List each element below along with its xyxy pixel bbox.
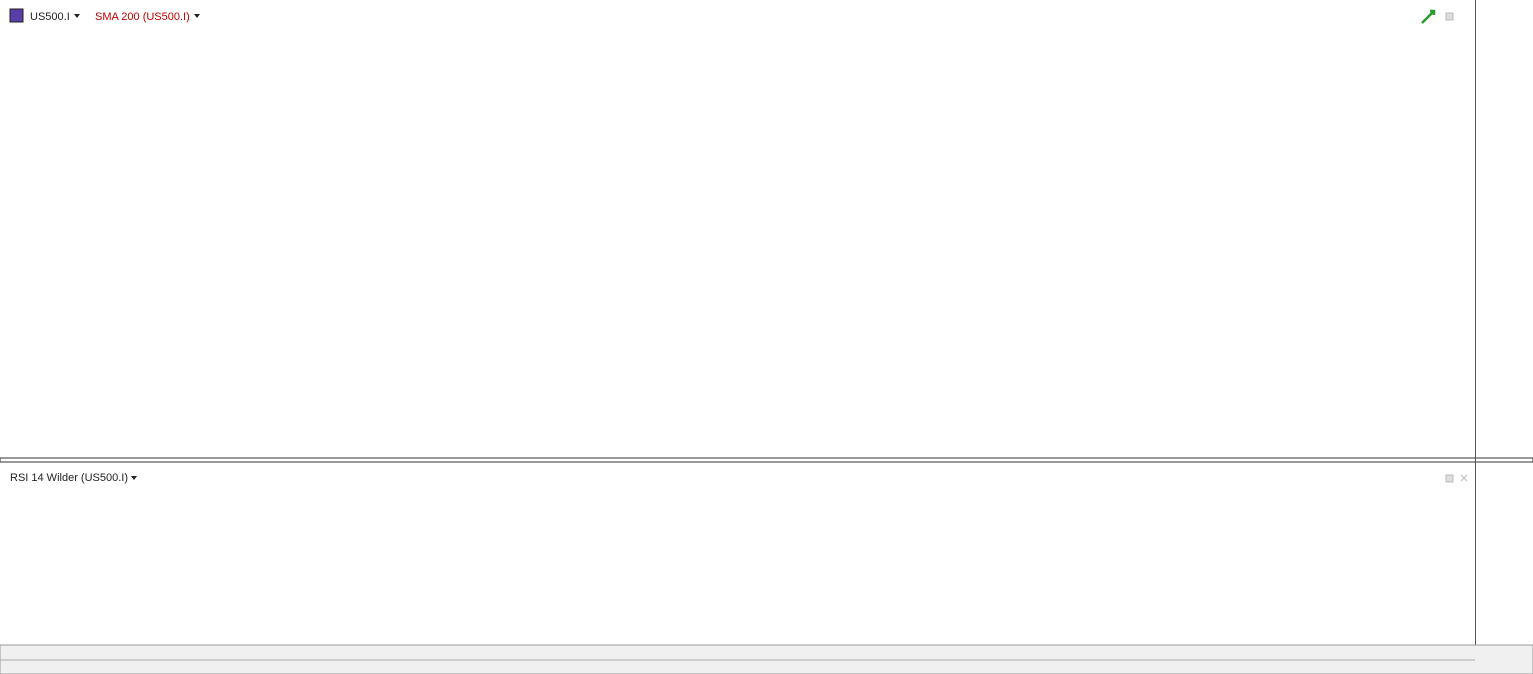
window-button[interactable]: [1445, 12, 1454, 21]
close-button[interactable]: [1460, 474, 1468, 482]
panel-separator: [0, 457, 1533, 463]
dropdown-arrow[interactable]: [74, 14, 80, 18]
indicator-name[interactable]: SMA 200 (US500.I): [95, 11, 190, 23]
dropdown-arrow[interactable]: [131, 476, 137, 480]
instrument-name[interactable]: US500.I: [30, 11, 70, 23]
trend-icon[interactable]: [1421, 9, 1436, 24]
window-button[interactable]: [1445, 474, 1454, 483]
instrument-icon[interactable]: [9, 8, 24, 23]
rsi-name[interactable]: RSI 14 Wilder (US500.I): [10, 472, 128, 484]
dropdown-arrow[interactable]: [194, 14, 200, 18]
